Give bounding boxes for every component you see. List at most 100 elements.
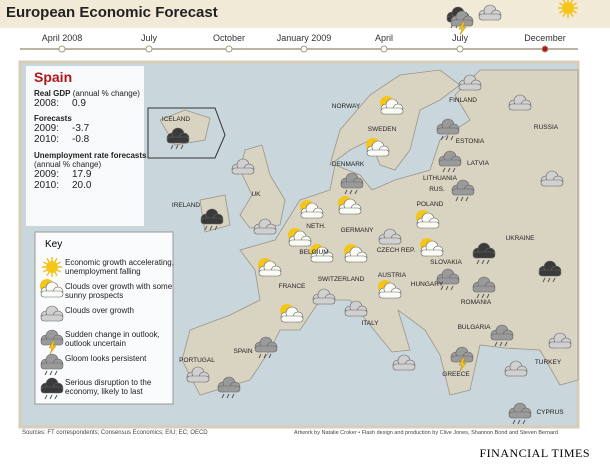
- cloud-base: [490, 333, 514, 341]
- unemployment-label: Unemployment rate forecasts: [34, 151, 147, 160]
- year: 2009:: [34, 169, 60, 180]
- weather-icon-partly: [420, 238, 444, 257]
- weather-icon-dark: [166, 127, 190, 150]
- value: 17.9: [72, 169, 92, 180]
- timeline-label: January 2009: [277, 33, 332, 43]
- rain-drop: [486, 293, 490, 299]
- spain-panel: [26, 66, 144, 226]
- rain-drop: [209, 225, 213, 231]
- cloud-base: [508, 411, 532, 419]
- unemployment-unit: (annual % change): [34, 160, 102, 169]
- weather-icon-partly: [40, 279, 64, 298]
- cloud-base: [548, 341, 572, 349]
- cloud-base: [310, 255, 334, 263]
- weather-icon-rain: [436, 268, 460, 291]
- cloud-base: [380, 107, 404, 115]
- cloud-base: [258, 269, 282, 277]
- rain-drop: [354, 189, 358, 195]
- weather-icon-cloud: [312, 288, 336, 305]
- cloud-base: [231, 167, 255, 175]
- weather-icon-cloud: [378, 228, 402, 245]
- rain-drop: [504, 341, 508, 347]
- country-label: TURKEY: [535, 359, 562, 366]
- weather-icon-partly: [378, 280, 402, 299]
- country-label: AUSTRIA: [378, 272, 407, 279]
- sun-ray: [562, 0, 566, 4]
- country-label: IRELAND: [172, 202, 200, 209]
- country-name: Spain: [34, 69, 73, 85]
- country-labels: NORWAY FINLAND SWEDEN RUSSIA ICELAND ESTONIA D…: [162, 97, 564, 416]
- rain-drop: [44, 370, 48, 376]
- year: 2009:: [34, 123, 60, 134]
- weather-icon-rain: [254, 336, 278, 359]
- timeline-label: December: [524, 33, 566, 43]
- weather-icon-lightning: [450, 346, 474, 372]
- weather-icon-rain: [438, 150, 462, 173]
- rain-drop: [440, 135, 444, 141]
- sun-ray: [559, 10, 564, 14]
- cloud-base: [340, 181, 364, 189]
- key-item: Economic growth accelerating, unemployme…: [65, 258, 174, 276]
- cloud-base: [438, 159, 462, 167]
- cloud-base: [280, 315, 304, 323]
- weather-icon-cloud: [344, 300, 368, 317]
- cloud-base: [344, 255, 368, 263]
- cloud-base: [378, 237, 402, 245]
- timeline-dot: [58, 45, 66, 53]
- country-label: SPAIN: [233, 348, 252, 355]
- gdp-label: Real GDP: [34, 89, 71, 98]
- cloud-base: [40, 314, 64, 322]
- rain-drop: [445, 285, 449, 291]
- rain-drop: [465, 196, 469, 202]
- rain-drop: [486, 259, 490, 265]
- country-label: DENMARK: [332, 161, 365, 168]
- key-item: Serious disruption to the economy, likel…: [65, 378, 152, 396]
- cloud-base: [504, 369, 528, 377]
- rain-drop: [460, 196, 464, 202]
- cloud-base: [540, 179, 564, 187]
- rain-drop: [226, 393, 230, 399]
- rain-drop: [455, 196, 459, 202]
- sun-ray: [54, 271, 58, 276]
- sun-ray: [572, 10, 577, 14]
- country-label: NETH.: [306, 223, 326, 230]
- bolt: [458, 357, 467, 372]
- country-label: BULGARIA: [458, 324, 492, 331]
- timeline-dot: [456, 45, 464, 53]
- country-label: UK: [251, 191, 261, 198]
- cloud-base: [472, 251, 496, 259]
- cloud-base: [478, 13, 502, 21]
- value: -0.8: [72, 134, 90, 145]
- year: 2010:: [34, 134, 60, 145]
- timeline-label: July: [141, 33, 158, 43]
- country-label: GREECE: [442, 371, 470, 378]
- cloud-base: [451, 188, 475, 196]
- cloud-base: [436, 127, 460, 135]
- weather-icon-partly: [344, 244, 368, 263]
- credits: Artwork by Natalie Croker • Flash design…: [294, 430, 558, 436]
- weather-icon-rain: [340, 172, 364, 195]
- weather-icon-partly: [380, 96, 404, 115]
- cloud-base: [300, 211, 324, 219]
- sun-ray: [570, 0, 574, 4]
- rain-drop: [440, 285, 444, 291]
- country-label: SLOVAKIA: [430, 259, 462, 266]
- weather-icon-rain: [436, 118, 460, 141]
- weather-icon-lightning: [450, 10, 474, 36]
- timeline-dot: [300, 45, 308, 53]
- cloud-base: [254, 345, 278, 353]
- sun-ray: [562, 12, 566, 17]
- sources: Sources: FT correspondents; Consensus Ec…: [22, 430, 208, 436]
- sun: [46, 261, 58, 273]
- weather-icon-dark: [472, 242, 496, 265]
- rain-drop: [180, 144, 184, 150]
- rain-drop: [258, 353, 262, 359]
- rain-drop: [54, 370, 58, 376]
- country-label: PORTUGAL: [179, 357, 215, 364]
- timeline-dot: [145, 45, 153, 53]
- weather-icon-lightning: [40, 329, 64, 355]
- timeline-dot: [380, 45, 388, 53]
- weather-icon-sun: [42, 257, 62, 277]
- forecast-row: 2010: -0.8: [34, 134, 146, 145]
- key-title: Key: [45, 239, 63, 250]
